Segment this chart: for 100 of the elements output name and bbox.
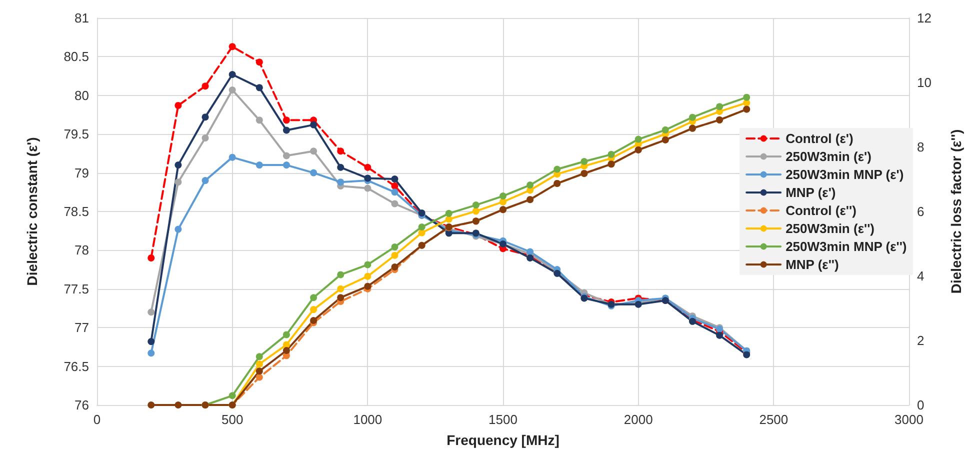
- point: [580, 158, 588, 166]
- point: [256, 58, 263, 66]
- point: [148, 350, 155, 357]
- point: [716, 332, 724, 339]
- legend-label: MNP (ε''): [786, 257, 839, 272]
- x-tick-label: 0: [93, 412, 101, 427]
- point: [310, 121, 318, 128]
- legend-label: 250W3min (ε''): [786, 221, 875, 236]
- point: [337, 294, 344, 302]
- y2-tick-label: 0: [917, 398, 924, 412]
- point: [174, 402, 182, 408]
- point: [337, 285, 344, 292]
- point: [310, 148, 318, 155]
- y-tick-label: 78.5: [64, 204, 89, 219]
- y-tick-label: 76.5: [64, 358, 89, 374]
- point: [391, 182, 398, 190]
- point: [391, 188, 398, 196]
- point: [364, 174, 372, 182]
- point: [391, 252, 398, 259]
- y-tick-label: 77.5: [64, 281, 89, 296]
- point: [391, 175, 398, 182]
- y-tick-label: 80: [74, 88, 89, 103]
- point: [743, 94, 750, 101]
- point: [174, 102, 182, 109]
- point: [282, 152, 290, 160]
- point: [310, 294, 318, 302]
- point: [472, 208, 480, 215]
- point: [634, 136, 642, 143]
- x-tick-label: 1000: [353, 412, 382, 427]
- point: [282, 331, 290, 338]
- x-tick-label: 2000: [624, 412, 653, 427]
- point: [337, 164, 344, 171]
- x-axis-title: Frequency [MHz]: [446, 432, 560, 448]
- point: [716, 103, 724, 110]
- point: [391, 263, 398, 270]
- y2-tick-label: 12: [917, 10, 932, 26]
- y-tick-label: 79: [74, 165, 89, 180]
- y-tick-label: 80.5: [64, 49, 89, 64]
- point: [148, 254, 155, 262]
- point: [364, 282, 372, 290]
- point: [174, 178, 182, 186]
- point: [608, 150, 615, 158]
- y2-tick-label: 2: [917, 333, 924, 348]
- point: [148, 338, 155, 346]
- point: [282, 347, 290, 354]
- point: [337, 178, 344, 186]
- y2-axis-title: Dielectric loss factor (ε''): [948, 129, 964, 294]
- y-tick-label: 77: [74, 320, 89, 336]
- point: [256, 116, 263, 124]
- point: [418, 223, 426, 230]
- point: [202, 177, 209, 184]
- point: [445, 210, 452, 217]
- x-tick-label: 2500: [759, 412, 788, 427]
- point: [148, 402, 155, 408]
- point: [364, 184, 372, 192]
- legend-label: MNP (ε'): [786, 185, 836, 200]
- point: [256, 360, 263, 368]
- point: [500, 192, 506, 200]
- point: [526, 248, 534, 256]
- point: [256, 368, 263, 375]
- point: [202, 114, 209, 121]
- legend-label: Control (ε'): [786, 131, 854, 146]
- point: [310, 306, 318, 314]
- point: [743, 351, 750, 358]
- point: [202, 82, 209, 90]
- point: [500, 198, 506, 206]
- point: [148, 308, 155, 316]
- x-tick-label: 1500: [488, 412, 518, 427]
- point: [364, 272, 372, 280]
- point: [256, 374, 263, 381]
- point: [554, 166, 561, 173]
- point: [337, 148, 344, 155]
- point: [364, 164, 372, 171]
- point: [174, 226, 182, 233]
- point: [228, 154, 236, 161]
- y-tick-label: 78: [74, 242, 89, 258]
- point: [228, 71, 236, 78]
- point: [256, 162, 263, 169]
- point: [391, 200, 398, 208]
- point: [282, 162, 290, 169]
- point: [256, 353, 263, 360]
- point: [228, 392, 236, 400]
- y-tick-label: 76: [74, 398, 89, 412]
- x-tick-label: 3000: [894, 412, 924, 427]
- x-tick-label: 500: [221, 412, 244, 427]
- legend-label: 250W3min (ε'): [786, 149, 872, 164]
- point: [282, 116, 290, 124]
- point: [256, 84, 263, 92]
- y-tick-label: 79.5: [64, 126, 89, 142]
- y2-tick-label: 10: [917, 75, 932, 90]
- point: [282, 126, 290, 134]
- y-tick-label: 81: [74, 10, 89, 26]
- legend-label: Control (ε''): [786, 203, 856, 218]
- point: [391, 243, 398, 250]
- legend-label: 250W3min MNP (ε''): [786, 239, 907, 254]
- point: [364, 261, 372, 268]
- point: [310, 169, 318, 176]
- point: [202, 134, 209, 142]
- point: [526, 182, 534, 189]
- point: [282, 341, 290, 348]
